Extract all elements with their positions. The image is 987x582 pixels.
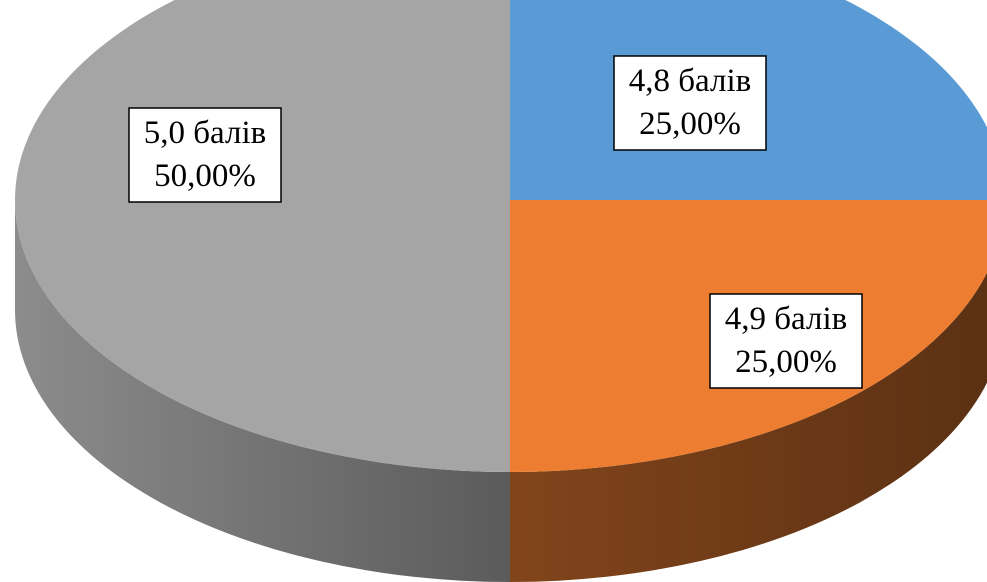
data-label-category-2: 4,9 балів: [725, 301, 847, 337]
data-label-percent-3: 50,00%: [154, 158, 256, 194]
data-label-percent-2: 25,00%: [735, 344, 837, 380]
data-label-3: 5,0 балів 50,00%: [128, 107, 282, 203]
data-label-category-1: 4,8 балів: [629, 63, 751, 99]
data-label-box-2: [709, 293, 863, 389]
data-label-category-3: 5,0 балів: [144, 115, 266, 151]
data-label-2: 4,9 балів 25,00%: [709, 293, 863, 389]
data-label-box-3: [128, 107, 282, 203]
data-label-1: 4,8 балів 25,00%: [613, 55, 767, 151]
pie-side-walls: [15, 200, 987, 582]
pie-slice-2-side-wall: [510, 272, 987, 582]
data-label-box-1: [613, 55, 767, 151]
data-label-percent-1: 25,00%: [639, 106, 741, 142]
pie-slice-3-side-wall: [15, 200, 510, 582]
